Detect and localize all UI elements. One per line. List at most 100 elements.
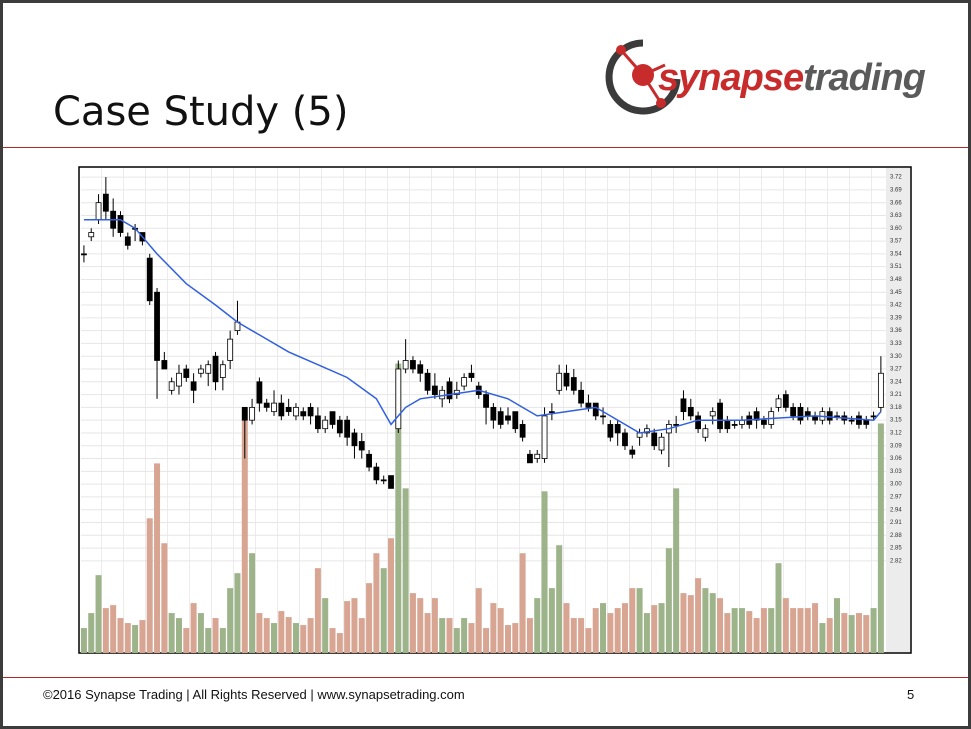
candle-body [687, 406, 694, 417]
candle-body [124, 236, 131, 246]
volume-bar [687, 595, 694, 653]
candle-body [790, 406, 797, 417]
volume-bar [453, 628, 460, 653]
candle-body [585, 402, 592, 408]
volume-bar [139, 620, 146, 653]
logo: synapsetrading [658, 57, 926, 100]
volume-bar [292, 623, 299, 653]
candle-body [366, 453, 372, 468]
volume-bar [760, 608, 767, 653]
candle-body [563, 372, 570, 387]
candle-body [373, 466, 380, 481]
volume-bar [614, 608, 621, 653]
candle-body [673, 424, 680, 426]
candle-body [527, 453, 533, 464]
volume-bar [738, 608, 745, 653]
volume-bar [746, 611, 753, 653]
candle-body [863, 419, 870, 425]
candle-body [600, 415, 606, 418]
y-tick-label: 3.24 [890, 379, 902, 385]
volume-bar [724, 613, 731, 653]
candle-body [241, 406, 248, 421]
y-tick-label: 3.27 [890, 367, 902, 373]
logo-part: trading [803, 57, 926, 99]
volume-bar [519, 553, 526, 653]
footer: ©2016 Synapse Trading | All Rights Reser… [43, 687, 465, 702]
chart: 3.72 3.69 3.66 3.63 3.60 3.57 3.54 3.51 3.48 3.45… [78, 166, 912, 654]
volume-bar [804, 608, 811, 653]
y-tick-label: 3.33 [890, 341, 902, 347]
candle-body [88, 232, 95, 238]
volume-bar [307, 618, 314, 653]
candle-body [731, 424, 738, 426]
candle-body [702, 428, 709, 438]
volume-bar [592, 608, 599, 653]
volume-bar [483, 628, 490, 653]
volume-bar [102, 608, 109, 653]
volume-bar [578, 618, 585, 653]
y-tick-label: 2.97 [890, 495, 902, 501]
candle-body [102, 193, 109, 212]
volume-bar [665, 548, 672, 653]
candle-body [336, 419, 343, 434]
candle-body [556, 372, 563, 391]
volume-bar [132, 625, 139, 653]
candle-body [358, 441, 365, 451]
volume-bar [314, 568, 321, 653]
y-tick-label: 3.18 [890, 405, 902, 411]
y-tick-label: 3.15 [890, 418, 902, 424]
candle-body [198, 368, 204, 374]
volume-bar [117, 618, 124, 653]
y-tick-label: 3.48 [890, 277, 902, 283]
candle-body [680, 398, 687, 413]
candle-body [344, 419, 351, 438]
candle-body [176, 372, 182, 387]
volume-bar [80, 628, 87, 653]
volume-bar [95, 575, 102, 653]
candle-body [490, 406, 497, 421]
volume-bar [161, 543, 168, 653]
volume-bar [278, 611, 285, 653]
slide-title: Case Study (5) [53, 89, 349, 135]
y-tick-label: 3.03 [890, 469, 902, 475]
volume-bar [819, 623, 826, 653]
volume-bar [183, 628, 190, 653]
candle-body [658, 436, 665, 451]
candle-body [439, 389, 446, 400]
volume-bar [600, 603, 607, 653]
candle-body [505, 415, 511, 421]
logo-part: synapse [658, 57, 804, 99]
volume-bar [841, 613, 848, 653]
volume-bar [782, 598, 789, 653]
volume-bar [256, 613, 263, 653]
candle-body [541, 415, 548, 459]
candle-body [519, 424, 526, 438]
volume-bar [219, 628, 226, 653]
candle-body [263, 402, 270, 408]
candle-body [717, 402, 723, 430]
candle-body [497, 411, 504, 425]
volume-bar [870, 608, 877, 653]
candle-body [877, 372, 884, 408]
y-tick-label: 3.54 [890, 251, 902, 257]
candle-body [424, 372, 431, 391]
candle-body [848, 419, 855, 422]
page-number: 5 [907, 687, 915, 702]
candle-body [753, 411, 760, 421]
candle-body [797, 406, 804, 421]
volume-bar [541, 491, 548, 653]
candle-body [534, 453, 541, 459]
candle-body [183, 368, 190, 378]
volume-bar [563, 603, 570, 653]
volume-bar [790, 608, 797, 653]
candle-body [614, 424, 621, 434]
volume-bar [446, 618, 453, 653]
candle-body [410, 360, 416, 370]
volume-bar [680, 593, 687, 653]
candle-body [578, 389, 585, 404]
volume-bar [88, 613, 95, 653]
volume-bar [322, 598, 329, 653]
volume-bar [775, 563, 782, 653]
candle-body [300, 411, 307, 417]
